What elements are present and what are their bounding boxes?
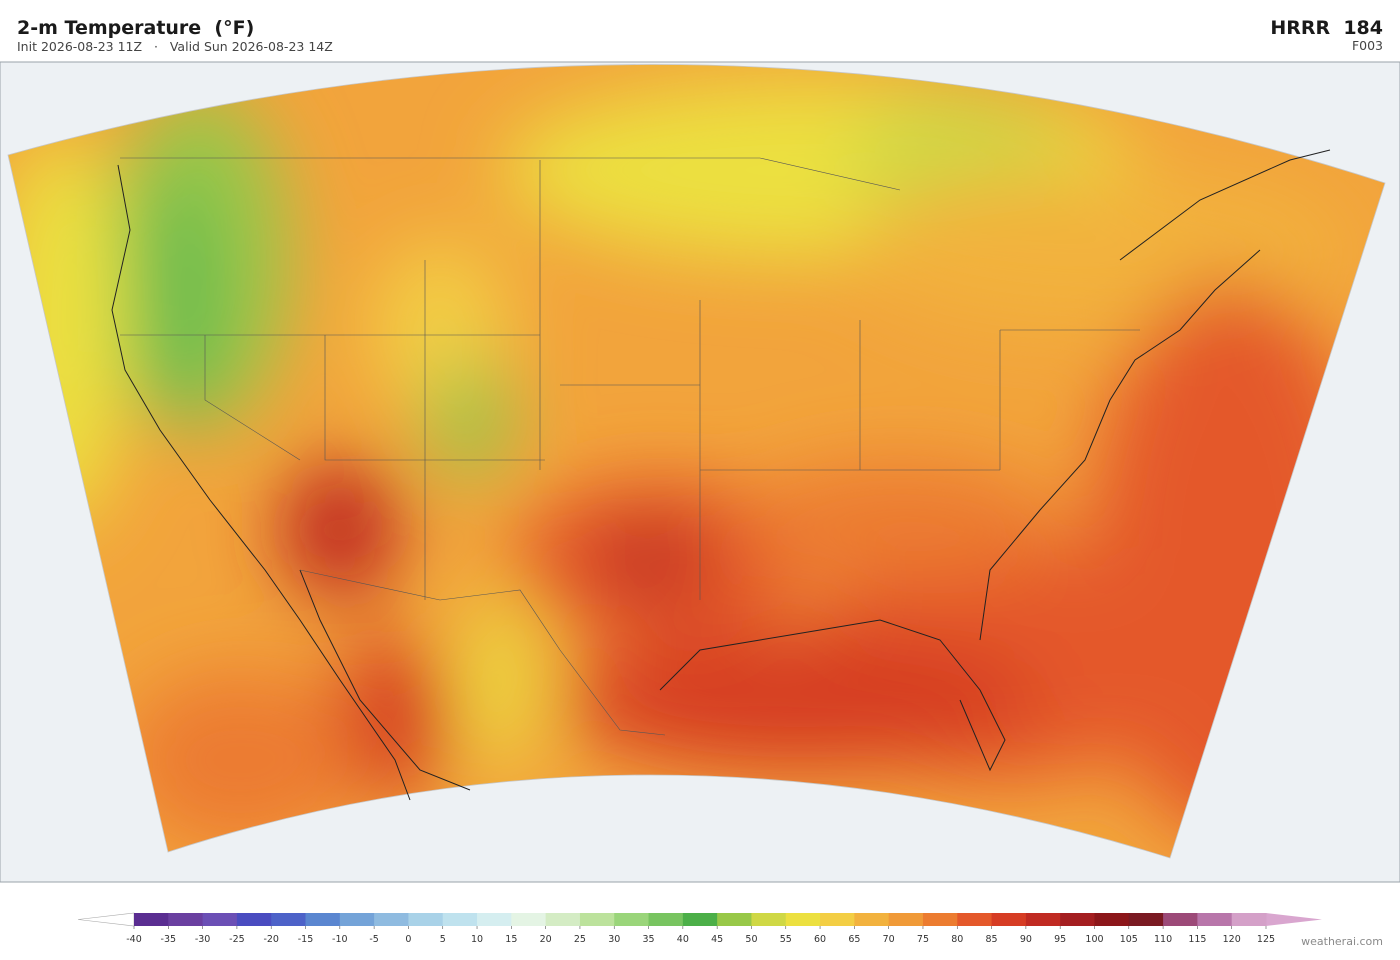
model-name: HRRR 184 [1270,17,1383,39]
colorbar-over [1266,913,1322,926]
colorbar-bin [1197,913,1233,926]
colorbar-bin [202,913,238,926]
colorbar-tick-label: 105 [1120,934,1138,945]
colorbar-tick-label: 10 [471,934,483,945]
colorbar-tick-label: -40 [126,934,142,945]
colorbar-bin [682,913,718,926]
colorbar-tick-label: 70 [883,934,895,945]
colorbar-bin [305,913,341,926]
map-title: 2-m Temperature (°F) [17,17,254,39]
valid-time: Init 2026-08-23 11Z · Valid Sun 2026-08-… [17,39,333,54]
colorbar-bin [888,913,924,926]
colorbar-tick-label: 110 [1154,934,1172,945]
colorbar-under [77,912,135,927]
colorbar-bin [614,913,650,926]
colorbar-tick-label: 120 [1223,934,1241,945]
map [0,61,1400,883]
colorbar-tick-label: -10 [332,934,348,945]
colorbar-bin [477,913,512,926]
colorbar-bin [168,913,204,926]
colorbar-bin [134,913,169,926]
colorbar-tick-label: 25 [574,934,586,945]
colorbar-bin [785,913,821,926]
colorbar-bin [1231,913,1267,926]
colorbar-tick-label: 60 [814,934,826,945]
credit: weatherai.com [1301,935,1383,948]
colorbar-tick-label: -30 [195,934,211,945]
colorbar-bin [922,913,958,926]
colorbar-bin [1163,913,1198,926]
colorbar-bin [1094,913,1130,926]
colorbar-tick-label: 20 [540,934,552,945]
colorbar-bin [648,913,684,926]
colorbar-bin [1128,913,1164,926]
colorbar-bin [991,913,1027,926]
forecast-hour: F003 [1352,38,1383,53]
colorbar-bin [717,913,752,926]
colorbar-tick-label: 80 [951,934,963,945]
colorbar-tick-label: 95 [1054,934,1066,945]
colorbar-bin [1025,913,1061,926]
colorbar-bin [442,913,478,926]
colorbar-tick-label: 35 [642,934,654,945]
colorbar-tick-label: 55 [780,934,792,945]
colorbar-bin [408,913,444,926]
colorbar-bin [579,913,615,926]
colorbar-tick-label: 45 [711,934,723,945]
colorbar-bin [545,913,581,926]
colorbar-tick-label: 115 [1188,934,1206,945]
colorbar-tick-label: 15 [505,934,517,945]
colorbar-tick-label: 50 [745,934,757,945]
colorbar-tick-label: 65 [848,934,860,945]
colorbar-tick-label: 30 [608,934,620,945]
colorbar-tick-label: 40 [677,934,689,945]
colorbar-bin [820,913,855,926]
colorbar-bin [236,913,272,926]
colorbar-bin [271,913,307,926]
colorbar-tick-label: 100 [1085,934,1103,945]
colorbar-tick-label: 125 [1257,934,1275,945]
colorbar-bin [339,913,375,926]
colorbar-tick-label: 75 [917,934,929,945]
colorbar-bin [511,913,547,926]
colorbar-bin [854,913,890,926]
colorbar: -40 -35 -30 -25 -20 -15 -10 -5 0 5 10 15 20 25 30 35 40 4… [77,912,1322,945]
colorbar-bin [1060,913,1095,926]
colorbar-tick-label: -35 [161,934,177,945]
colorbar-bin [374,913,409,926]
colorbar-tick-label: 90 [1020,934,1032,945]
coastlines [111,149,1331,801]
colorbar-bin [957,913,993,926]
colorbar-tick-label: -20 [263,934,279,945]
colorbar-tick-label: -5 [369,934,378,945]
colorbar-tick-label: -15 [298,934,314,945]
colorbar-bin [751,913,787,926]
colorbar-tick-label: 85 [986,934,998,945]
colorbar-tick-label: 5 [440,934,446,945]
colorbar-tick-label: 0 [405,934,411,945]
borders [120,157,1140,736]
colorbar-tick-label: -25 [229,934,245,945]
